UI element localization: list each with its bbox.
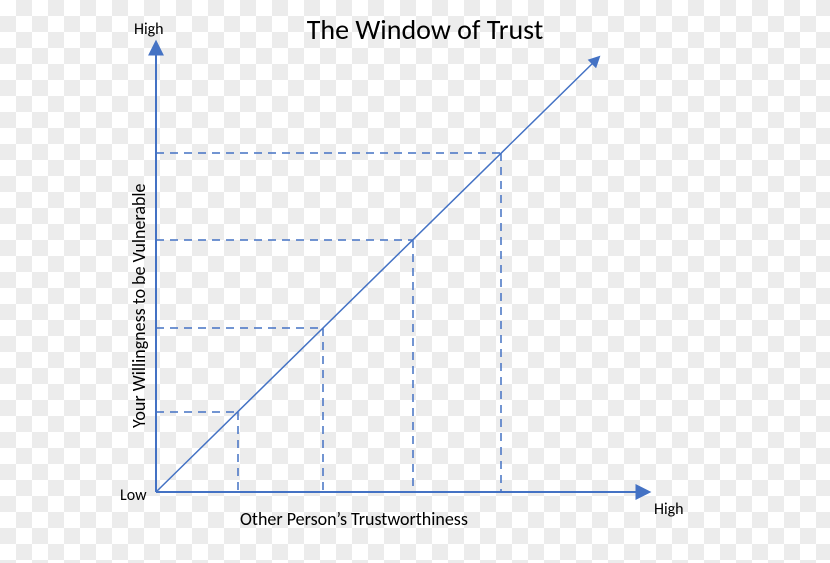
low-label: Low (120, 486, 147, 505)
high-label-y: High (134, 20, 164, 39)
x-axis-label: Other Person’s Trustworthiness (240, 508, 468, 530)
diagonal-line (156, 59, 597, 492)
chart-title: The Window of Trust (250, 12, 600, 47)
chart-svg (0, 0, 830, 563)
y-axis-label: Your Willingness to be Vulnerable (128, 184, 150, 429)
high-label-x: High (654, 500, 684, 519)
